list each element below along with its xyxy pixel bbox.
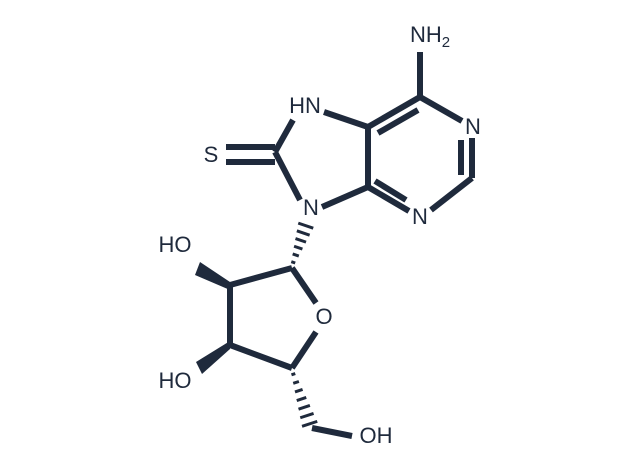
hash-line [296,396,307,402]
hash-line [296,229,311,237]
atom-label: O [315,304,332,329]
hash-line [298,403,311,411]
atom-subscript: 2 [442,34,450,51]
hash-line [301,419,318,428]
atom-label: N [412,204,428,229]
hash-line [290,372,296,377]
atom-label: NH [410,22,442,47]
atom-label: OH [360,423,393,448]
hash-line [292,252,300,258]
hash-line [290,260,296,265]
atom-label: HO [159,232,192,257]
hashed-wedges [290,221,318,428]
bonds [195,52,475,439]
hash-line [292,380,300,385]
atom-label: N [465,114,481,139]
hash-line [294,388,304,394]
atom-label: HN [289,93,321,118]
atom-label: N [303,195,319,220]
atom-label: HO [159,368,192,393]
hash-line [297,221,314,230]
hash-line [294,237,307,244]
atom-label: S [204,142,219,167]
hash-line [293,244,303,251]
hash-line [299,411,315,420]
atom-label: NH2 [410,22,450,51]
